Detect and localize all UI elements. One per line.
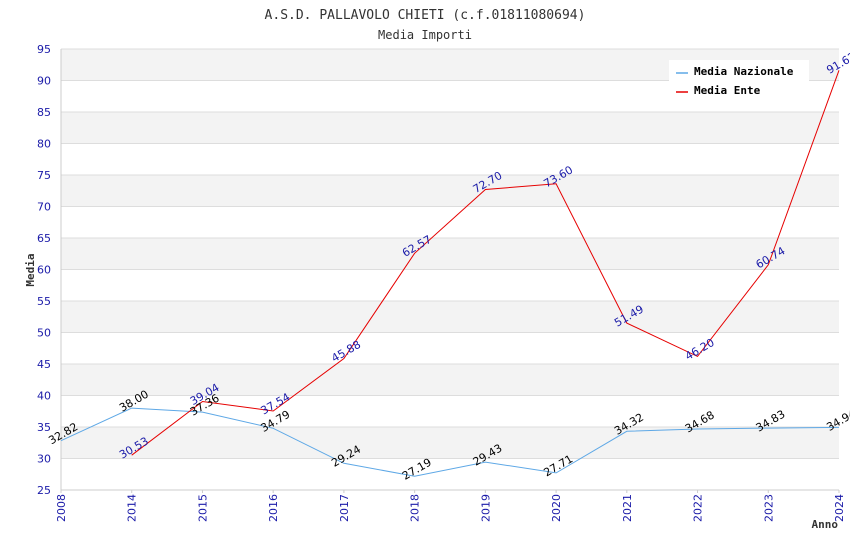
x-tick-label: 2019	[479, 494, 492, 522]
legend-box	[669, 60, 809, 102]
series-layer	[60, 70, 840, 477]
legend-entry: Media Ente	[694, 84, 761, 97]
grid-band	[61, 395, 839, 427]
series-line-media-ente	[131, 70, 840, 456]
x-tick-label: 2020	[550, 494, 563, 522]
grid-band	[61, 238, 839, 270]
grid-band	[61, 206, 839, 238]
legend: Media Nazionale Media Ente	[669, 60, 809, 102]
y-tick-label: 80	[37, 138, 51, 151]
y-axis-label: Media	[24, 253, 37, 286]
y-tick-label: 40	[37, 390, 51, 403]
x-tick-label: 2014	[126, 494, 139, 522]
y-tick-label: 30	[37, 453, 51, 466]
legend-entry: Media Nazionale	[694, 65, 794, 78]
grid-band	[61, 269, 839, 301]
grid-band	[61, 332, 839, 364]
grid-band	[61, 427, 839, 459]
x-tick-label: 2017	[338, 494, 351, 522]
chart-subtitle: Media Importi	[378, 28, 472, 42]
y-tick-label: 45	[37, 358, 51, 371]
x-tick-label: 2021	[621, 494, 634, 522]
y-tick-label: 70	[37, 201, 51, 214]
x-tick-label: 2008	[55, 494, 68, 522]
series-line-media-nazionale	[60, 407, 840, 477]
grid-band	[61, 458, 839, 490]
x-axis-label: Anno	[812, 518, 839, 531]
y-tick-label: 90	[37, 75, 51, 88]
grid-band	[61, 301, 839, 333]
x-tick-label: 2018	[409, 494, 422, 522]
x-tick-label: 2015	[196, 494, 209, 522]
y-tick-label: 55	[37, 295, 51, 308]
y-tick-label: 85	[37, 106, 51, 119]
y-tick-label: 25	[37, 484, 51, 497]
grid-band	[61, 112, 839, 144]
y-tick-label: 50	[37, 327, 51, 340]
grid-band	[61, 364, 839, 396]
grid-band	[61, 175, 839, 207]
y-tick-label: 35	[37, 421, 51, 434]
x-tick-label: 2016	[267, 494, 280, 522]
y-tick-label: 95	[37, 43, 51, 56]
y-tick-label: 65	[37, 232, 51, 245]
x-tick-label: 2023	[762, 494, 775, 522]
y-tick-label: 60	[37, 264, 51, 277]
chart-title: A.S.D. PALLAVOLO CHIETI (c.f.01811080694…	[265, 8, 586, 23]
y-tick-label: 75	[37, 169, 51, 182]
x-tick-label: 2022	[692, 494, 705, 522]
x-axis: 2008 2014 2015 2016 2017 2018 2019 2020 2021 2022…	[55, 490, 846, 522]
grid-bands	[60, 48, 839, 491]
y-axis: 25 30 35 40 45 50 55 60 65 70 75 80 85 90 95	[37, 43, 51, 497]
grid-band	[61, 143, 839, 175]
x-tick-label: 2024	[833, 494, 846, 522]
